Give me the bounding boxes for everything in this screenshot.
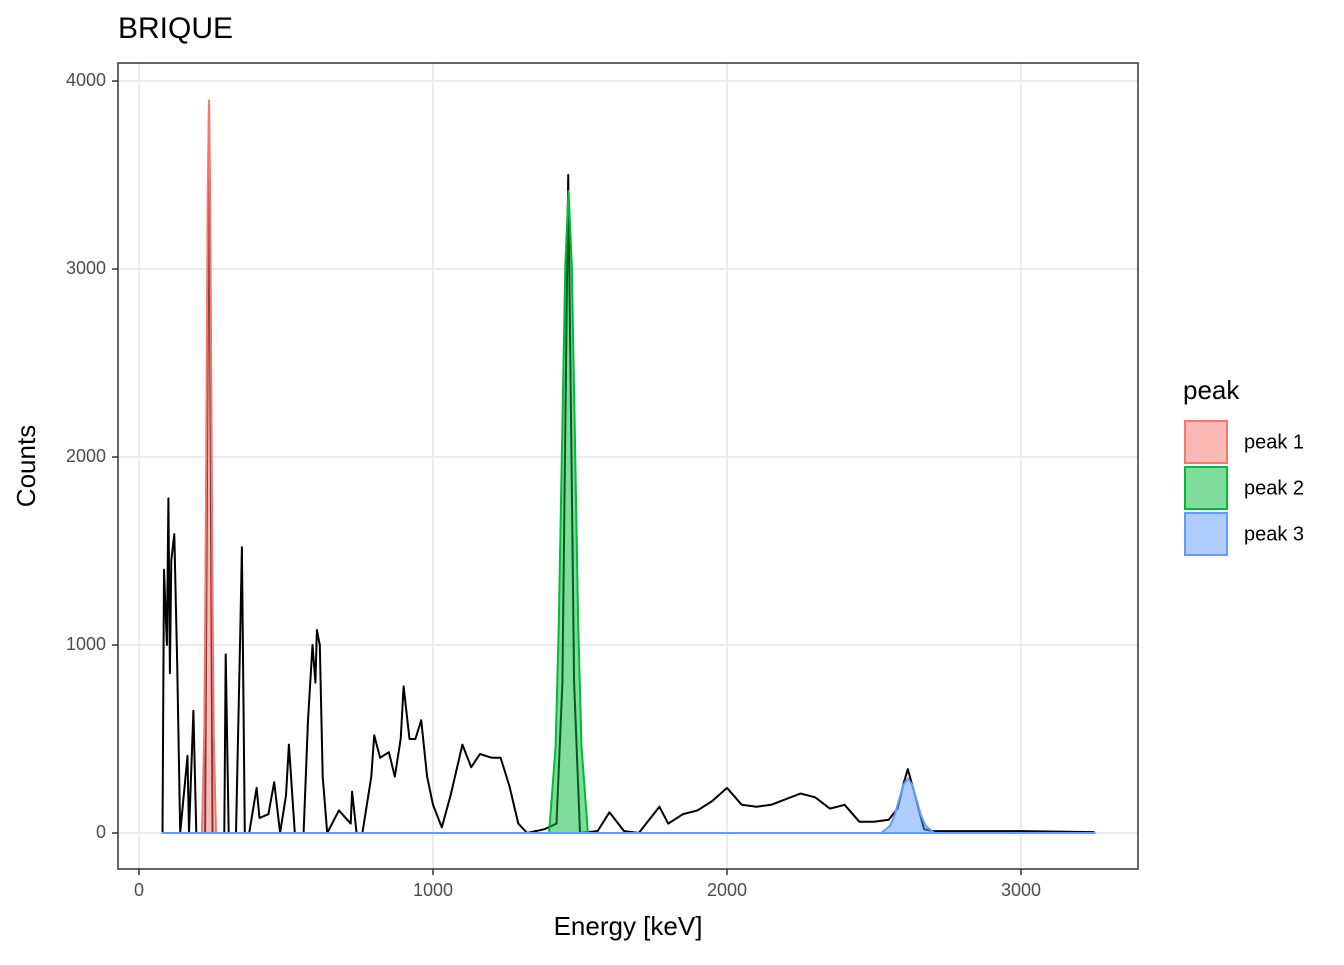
plot-border — [117, 62, 1139, 870]
y-axis-title: Counts — [11, 425, 41, 507]
chart-title: BRIQUE — [118, 12, 233, 45]
spectrum-line — [161, 102, 1095, 834]
legend-label: peak 1 — [1244, 431, 1304, 453]
peak-area — [200, 99, 218, 834]
x-tick-label: 2000 — [707, 880, 747, 900]
y-tick-label: 3000 — [66, 258, 106, 278]
legend-label: peak 2 — [1244, 477, 1304, 499]
x-axis-title: Energy [keV] — [554, 911, 703, 941]
y-tick-label: 4000 — [66, 70, 106, 90]
y-tick-label: 2000 — [66, 446, 106, 466]
legend-label: peak 3 — [1244, 523, 1304, 545]
y-tick-label: 1000 — [66, 634, 106, 654]
peak-area — [162, 776, 1095, 834]
peak-area — [548, 190, 589, 834]
legend-key — [1184, 512, 1228, 556]
x-tick-label: 3000 — [1001, 880, 1041, 900]
legend-key — [1184, 466, 1228, 510]
legend-title: peak — [1183, 375, 1240, 405]
y-tick-label: 0 — [96, 822, 106, 842]
plot-background — [118, 63, 1138, 869]
x-tick-label: 1000 — [413, 880, 453, 900]
x-tick-label: 0 — [134, 880, 144, 900]
legend-key — [1184, 420, 1228, 464]
